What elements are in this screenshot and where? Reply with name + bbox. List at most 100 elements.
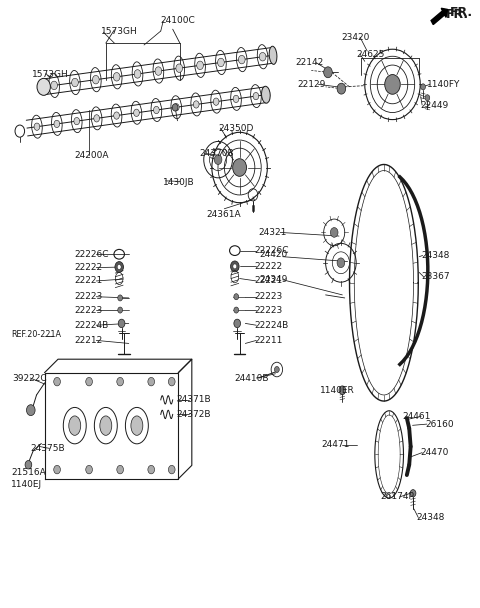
- Text: 24420: 24420: [260, 250, 288, 259]
- Text: 1140ER: 1140ER: [320, 385, 355, 395]
- Text: 22224B: 22224B: [254, 321, 288, 330]
- Text: FR.: FR.: [450, 6, 473, 19]
- Circle shape: [197, 61, 204, 69]
- Circle shape: [339, 386, 346, 395]
- Circle shape: [86, 465, 93, 474]
- Circle shape: [176, 64, 182, 72]
- Text: 22142: 22142: [296, 58, 324, 67]
- Circle shape: [86, 378, 93, 386]
- Circle shape: [168, 465, 175, 474]
- Text: 22224B: 22224B: [75, 321, 109, 330]
- Text: 24361A: 24361A: [206, 210, 241, 219]
- Circle shape: [173, 103, 179, 111]
- Circle shape: [233, 95, 239, 103]
- Text: 24461: 24461: [402, 412, 431, 421]
- Text: 24372B: 24372B: [177, 410, 211, 419]
- Circle shape: [26, 405, 35, 416]
- Circle shape: [154, 106, 159, 114]
- Text: 22223: 22223: [75, 292, 103, 301]
- Circle shape: [117, 378, 123, 386]
- Text: 22223: 22223: [254, 306, 282, 314]
- Circle shape: [118, 295, 122, 301]
- Circle shape: [239, 55, 245, 64]
- Circle shape: [234, 319, 240, 328]
- Text: 24350D: 24350D: [218, 123, 253, 133]
- Circle shape: [410, 489, 416, 497]
- Text: 1140FY: 1140FY: [427, 80, 461, 89]
- Text: 1573GH: 1573GH: [32, 70, 69, 79]
- Text: 24100C: 24100C: [161, 16, 195, 24]
- Text: 24321: 24321: [259, 228, 287, 237]
- Circle shape: [213, 98, 219, 105]
- Ellipse shape: [100, 416, 112, 435]
- Text: 24471: 24471: [322, 440, 350, 449]
- Text: 24370B: 24370B: [199, 149, 234, 158]
- Text: 22223: 22223: [254, 292, 282, 301]
- Text: 1430JB: 1430JB: [163, 178, 195, 187]
- Circle shape: [217, 58, 224, 67]
- Circle shape: [193, 101, 199, 108]
- Text: 24625: 24625: [357, 50, 385, 58]
- Text: 22212: 22212: [75, 336, 103, 345]
- Circle shape: [234, 294, 239, 300]
- Text: 23367: 23367: [421, 272, 450, 282]
- Circle shape: [259, 52, 266, 61]
- Text: 22211: 22211: [254, 336, 282, 345]
- Text: 22222: 22222: [254, 262, 282, 271]
- Text: 24375B: 24375B: [30, 444, 65, 453]
- Circle shape: [54, 378, 60, 386]
- Text: 1140EJ: 1140EJ: [11, 480, 42, 489]
- FancyArrow shape: [431, 9, 447, 24]
- Text: FR.: FR.: [446, 7, 469, 21]
- Text: 26160: 26160: [425, 420, 454, 429]
- Circle shape: [385, 75, 400, 94]
- Text: 24348: 24348: [421, 251, 450, 260]
- Circle shape: [230, 261, 239, 272]
- Circle shape: [54, 465, 60, 474]
- Circle shape: [253, 92, 259, 100]
- Ellipse shape: [69, 416, 81, 435]
- Text: 22223: 22223: [75, 306, 103, 314]
- Circle shape: [37, 78, 50, 95]
- Circle shape: [155, 67, 162, 75]
- Circle shape: [94, 115, 99, 122]
- Circle shape: [51, 81, 58, 89]
- Text: 22129: 22129: [297, 80, 325, 89]
- Text: 24470: 24470: [420, 448, 449, 457]
- Ellipse shape: [269, 46, 277, 64]
- Circle shape: [324, 67, 332, 78]
- Text: 21516A: 21516A: [11, 468, 46, 477]
- Text: 24349: 24349: [260, 275, 288, 284]
- Circle shape: [118, 319, 125, 328]
- Text: 24410B: 24410B: [234, 373, 268, 382]
- Text: REF.20-221A: REF.20-221A: [11, 330, 61, 339]
- Circle shape: [172, 104, 178, 111]
- Circle shape: [113, 72, 120, 81]
- Text: 22221: 22221: [75, 277, 103, 285]
- Circle shape: [134, 70, 141, 78]
- Circle shape: [34, 123, 40, 130]
- Circle shape: [275, 367, 279, 373]
- Circle shape: [114, 112, 120, 119]
- Circle shape: [337, 83, 346, 94]
- Circle shape: [25, 460, 32, 469]
- Text: 1573GH: 1573GH: [101, 27, 138, 35]
- Text: 24371B: 24371B: [177, 395, 211, 404]
- Circle shape: [337, 258, 345, 268]
- Circle shape: [54, 120, 60, 128]
- Circle shape: [425, 95, 430, 101]
- Text: 39222C: 39222C: [12, 373, 47, 382]
- Ellipse shape: [262, 86, 270, 103]
- Circle shape: [330, 227, 338, 237]
- Text: 22449: 22449: [420, 100, 448, 109]
- Text: 22222: 22222: [75, 263, 103, 272]
- Circle shape: [168, 378, 175, 386]
- Text: 24348: 24348: [416, 513, 445, 522]
- Text: 23420: 23420: [341, 33, 370, 41]
- Circle shape: [214, 155, 222, 165]
- Circle shape: [74, 117, 80, 125]
- Circle shape: [234, 307, 239, 313]
- Circle shape: [117, 465, 123, 474]
- Circle shape: [420, 84, 425, 90]
- Circle shape: [118, 307, 122, 313]
